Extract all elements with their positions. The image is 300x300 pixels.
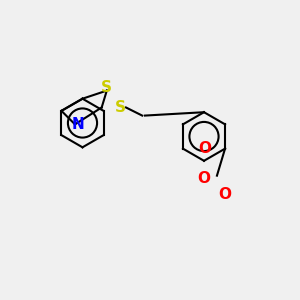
Text: O: O	[197, 171, 210, 186]
Text: S: S	[115, 100, 126, 115]
Text: O: O	[218, 187, 232, 202]
Text: N: N	[71, 117, 84, 132]
Text: O: O	[198, 141, 211, 156]
Text: S: S	[101, 80, 112, 95]
